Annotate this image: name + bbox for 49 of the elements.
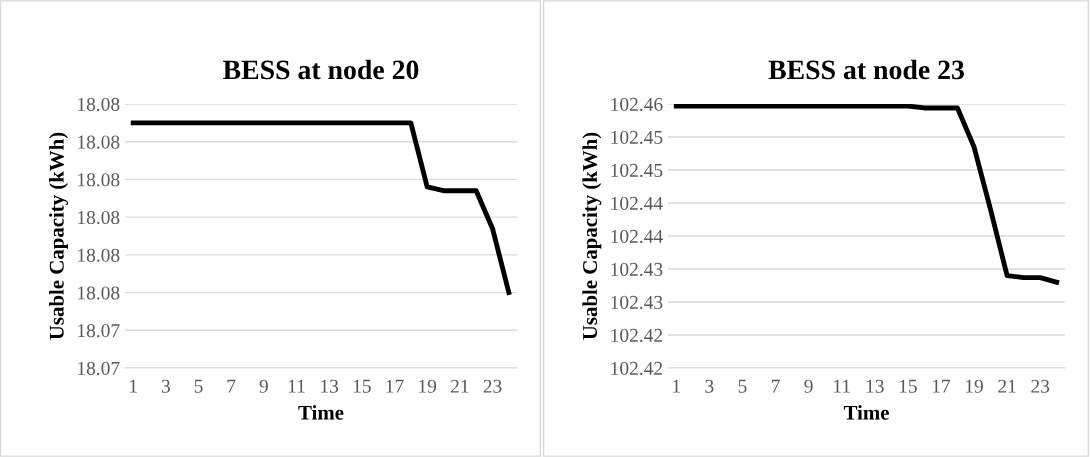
y-tick-label: 18.07 (78, 361, 120, 376)
x-tick-label: 23 (483, 379, 502, 393)
x-tick-label: 7 (771, 379, 780, 393)
x-tick-label: 9 (259, 379, 268, 393)
y-tick-label: 102.42 (611, 361, 663, 376)
x-tick-label: 1 (673, 379, 680, 393)
y-tick-label: 18.08 (78, 286, 120, 300)
y-tick-label: 18.08 (78, 135, 120, 149)
y-tick-label: 102.45 (611, 130, 663, 145)
y-tick-label: 18.07 (78, 324, 120, 338)
x-tick-label: 17 (932, 379, 951, 393)
y-axis-title: Usable Capacity (kWh) (582, 132, 602, 340)
chart-title: BESS at node 20 (223, 59, 419, 80)
y-tick-label: 102.42 (611, 328, 663, 343)
x-tick-label: 19 (419, 379, 437, 393)
line-series (673, 104, 1060, 285)
x-tick-label: 21 (998, 379, 1016, 393)
x-tick-label: 9 (804, 379, 813, 393)
y-tick-label: 102.45 (611, 163, 663, 178)
x-tick-label: 15 (353, 379, 371, 393)
y-axis-title: Usable Capacity (kWh) (49, 132, 69, 340)
x-tick-label: 13 (866, 379, 884, 393)
y-tick-label: 102.43 (611, 295, 663, 310)
y-tick-label: 18.08 (78, 97, 120, 112)
x-tick-label: 11 (834, 379, 850, 393)
x-tick-label: 3 (705, 379, 714, 393)
y-tick-label: 102.44 (611, 196, 663, 211)
x-tick-label: 7 (227, 379, 236, 393)
y-tick-label: 102.46 (611, 97, 663, 112)
chart-title: BESS at node 23 (768, 59, 964, 80)
y-tick-label: 18.08 (78, 210, 120, 225)
x-tick-label: 13 (321, 379, 339, 393)
y-tick-label: 18.08 (78, 173, 120, 187)
x-tick-label: 3 (161, 379, 170, 393)
x-axis-title: Time (298, 405, 344, 420)
y-tick-label: 102.43 (611, 262, 663, 277)
x-tick-label: 1 (130, 379, 137, 393)
x-tick-label: 19 (966, 379, 983, 393)
y-tick-label: 18.08 (78, 248, 120, 262)
line-series (130, 120, 512, 295)
x-tick-label: 17 (386, 379, 404, 393)
x-tick-label: 23 (1031, 379, 1050, 393)
y-tick-label: 102.44 (611, 229, 663, 244)
x-tick-label: 15 (899, 379, 917, 393)
x-tick-label: 5 (194, 379, 203, 393)
x-tick-label: 21 (450, 379, 469, 393)
x-tick-label: 5 (738, 379, 747, 393)
x-tick-label: 11 (288, 379, 305, 393)
x-axis-title: Time (843, 405, 889, 420)
